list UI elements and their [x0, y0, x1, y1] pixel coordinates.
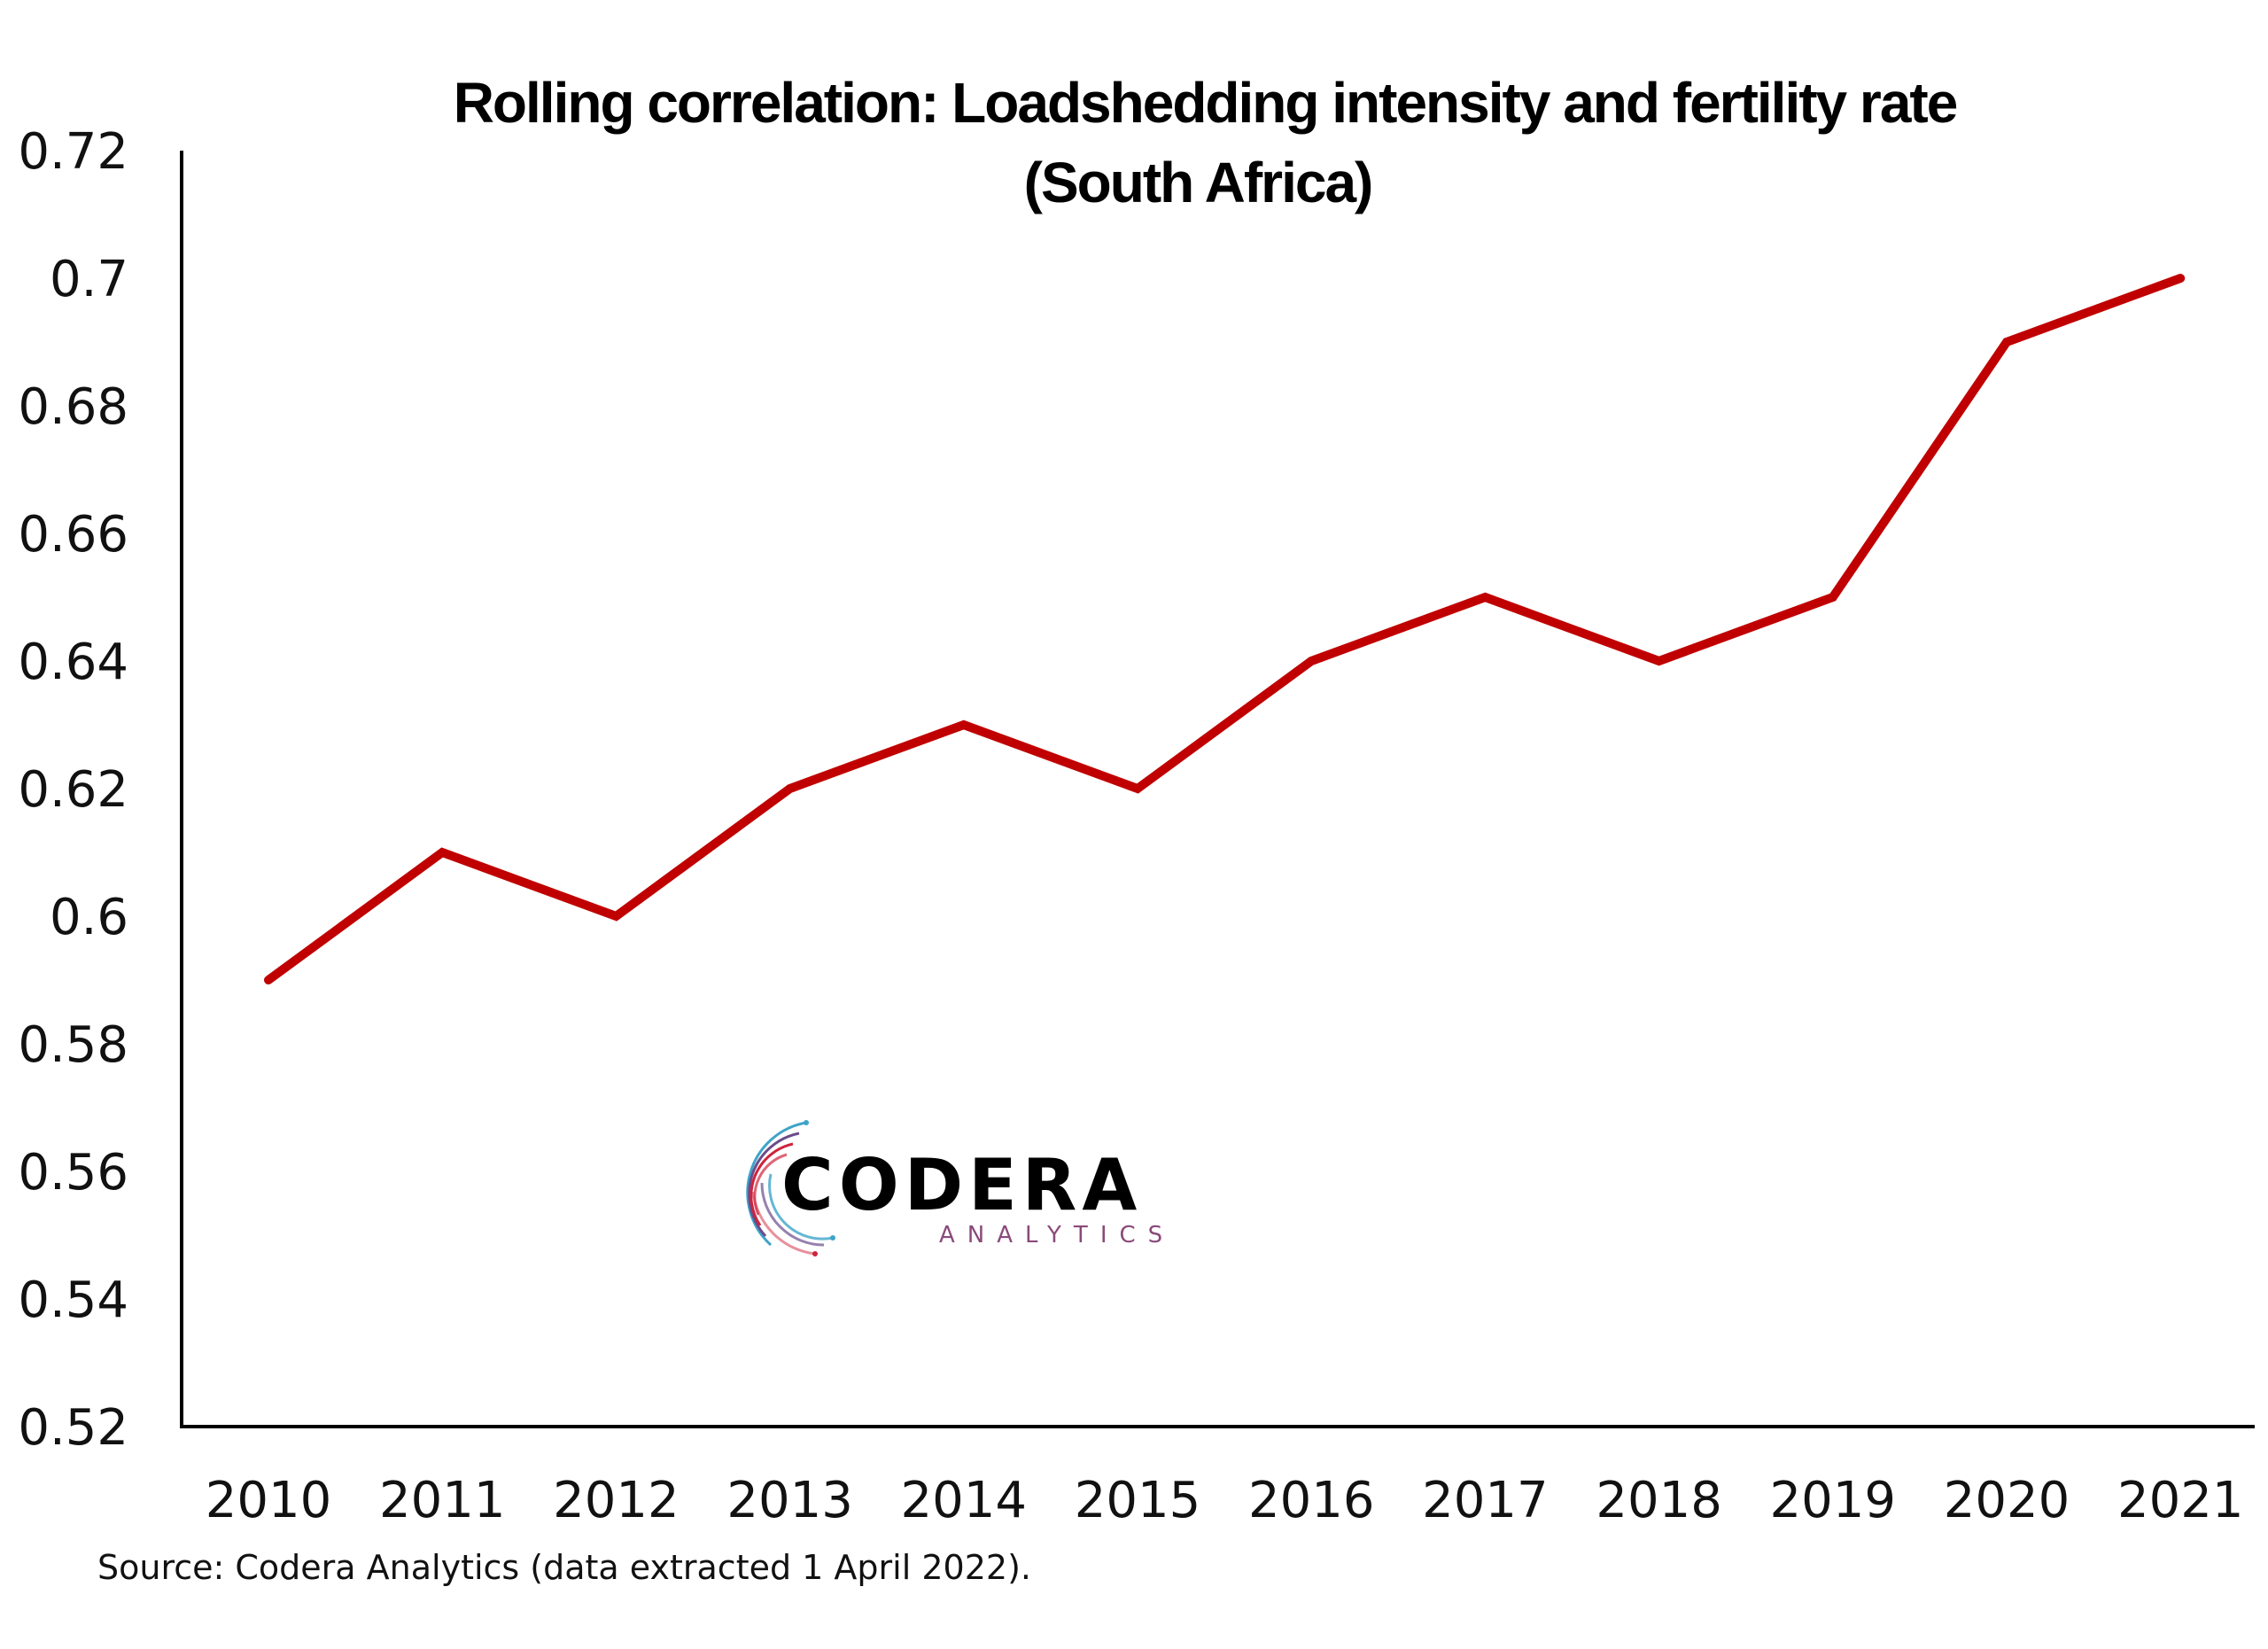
x-tick-labels: 2010 2011 2012 2013 2014 2015 2016 2017 2018 2019…	[206, 1472, 2244, 1529]
y-tick-label: 0.52	[18, 1399, 128, 1457]
x-tick-label: 2012	[553, 1472, 680, 1529]
codera-logo: CODERA ANALYTICS	[746, 1120, 1175, 1256]
y-tick-label: 0.64	[18, 634, 128, 691]
x-tick-label: 2014	[901, 1472, 1028, 1529]
x-tick-label: 2011	[379, 1472, 506, 1529]
y-tick-label: 0.62	[18, 761, 128, 819]
logo-tagline: ANALYTICS	[939, 1222, 1175, 1248]
x-tick-label: 2010	[206, 1472, 332, 1529]
y-tick-label: 0.66	[18, 506, 128, 564]
y-tick-label: 0.58	[18, 1016, 128, 1074]
x-tick-label: 2018	[1596, 1472, 1722, 1529]
y-tick-label: 0.7	[50, 251, 128, 308]
y-tick-labels: 0.52 0.54 0.56 0.58 0.6 0.62 0.64 0.66 0.68 0.7 0.…	[18, 123, 128, 1457]
source-note: Source: Codera Analytics (data extracted…	[97, 1548, 1031, 1587]
y-tick-label: 0.54	[18, 1272, 128, 1329]
chart-subtitle: (South Africa)	[1024, 151, 1372, 214]
y-tick-label: 0.56	[18, 1144, 128, 1202]
series-line	[264, 274, 2186, 984]
logo-circuit-icon	[746, 1120, 835, 1256]
y-tick-label: 0.6	[50, 889, 128, 946]
y-tick-label: 0.72	[18, 123, 128, 181]
x-tick-label: 2021	[2117, 1472, 2244, 1529]
x-tick-label: 2016	[1248, 1472, 1375, 1529]
chart-title: Rolling correlation: Loadshedding intens…	[454, 71, 1957, 135]
x-tick-label: 2017	[1422, 1472, 1549, 1529]
series-group	[264, 274, 2186, 984]
x-tick-label: 2013	[726, 1472, 853, 1529]
logo-name: CODERA	[781, 1144, 1142, 1226]
x-tick-label: 2015	[1075, 1472, 1201, 1529]
x-tick-label: 2019	[1770, 1472, 1897, 1529]
x-tick-label: 2020	[1944, 1472, 2070, 1529]
y-tick-label: 0.68	[18, 378, 128, 436]
